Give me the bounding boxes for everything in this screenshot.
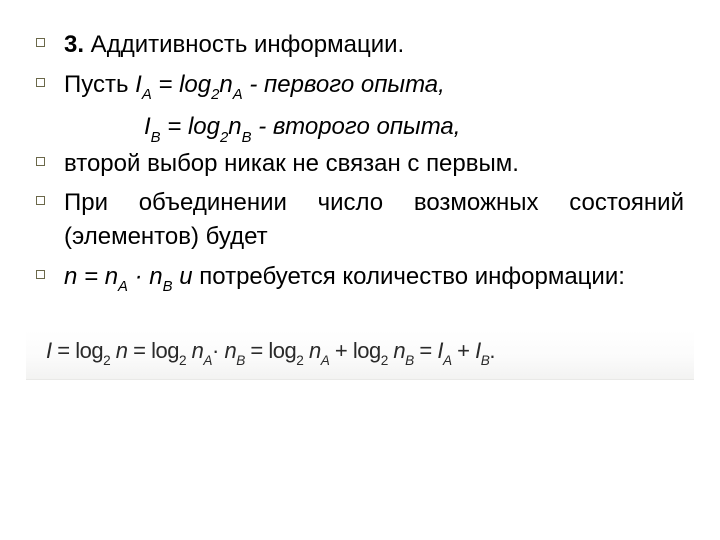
eq-sub2: 2: [103, 353, 110, 368]
eq-log: log: [151, 338, 179, 363]
eq-subA: A: [443, 353, 452, 368]
formula-line-2: IB = log2nB - второго опыта,: [36, 110, 684, 147]
eq-eq: =: [414, 338, 438, 363]
eq-log: log: [353, 338, 381, 363]
bullet-row-4: При объединении число возможных состояни…: [36, 186, 684, 253]
eq-log: log: [75, 338, 103, 363]
heading-line: 3. Аддитивность информации.: [64, 28, 684, 62]
sub-B: B: [151, 130, 161, 146]
var-I: I: [144, 113, 151, 140]
eq-text: = log: [161, 113, 220, 140]
slide: 3. Аддитивность информации. Пусть IA = l…: [0, 0, 720, 540]
text-line-justified: При объединении число возможных состояни…: [64, 186, 684, 253]
var-n: n: [228, 113, 241, 140]
eq-subA: A: [321, 353, 330, 368]
tail: - второго опыта,: [252, 113, 461, 140]
eq-eq: =: [128, 338, 152, 363]
var-I: I: [135, 71, 142, 98]
eq-text: = log: [152, 71, 211, 98]
eq-n: n: [192, 338, 204, 363]
sub-A: A: [118, 279, 128, 295]
bullet-row-5: n = nA · nB и потребуется количество инф…: [36, 260, 684, 297]
heading-text: Аддитивность информации.: [84, 31, 404, 58]
var-n: n: [149, 263, 162, 290]
formula-line-3: n = nA · nB и потребуется количество инф…: [64, 260, 684, 297]
sub-B: B: [163, 279, 173, 295]
eq-plus: +: [452, 338, 476, 363]
square-bullet-icon: [36, 270, 45, 279]
eq-subB: B: [405, 353, 414, 368]
and: и: [173, 263, 200, 290]
eq-subA: A: [203, 353, 212, 368]
eq-n: n: [116, 338, 128, 363]
eq-sub2: 2: [296, 353, 303, 368]
sub-A2: A: [233, 87, 243, 103]
var-n: n: [219, 71, 232, 98]
eq-eq: =: [245, 338, 269, 363]
formula-line-1: Пусть IA = log2nA - первого опыта,: [64, 68, 684, 105]
text-line: второй выбор никак не связан с первым.: [64, 147, 684, 181]
square-bullet-icon: [36, 157, 45, 166]
sub-B2: B: [242, 130, 252, 146]
eq-period: .: [489, 338, 495, 363]
bullet-row-2: Пусть IA = log2nA - первого опыта,: [36, 68, 684, 105]
tail-text: потребуется количество информации:: [199, 263, 625, 290]
bullet-row-3: второй выбор никак не связан с первым.: [36, 147, 684, 181]
equation-image: I = log2 n = log2 nA· nB = log2 nA + log…: [26, 330, 694, 379]
bullet-row-1: 3. Аддитивность информации.: [36, 28, 684, 62]
dot: ·: [128, 263, 149, 290]
text: Пусть: [64, 71, 135, 98]
text: При объединении число возможных состояни…: [64, 189, 684, 250]
sub-A: A: [142, 87, 152, 103]
square-bullet-icon: [36, 78, 45, 87]
item-number: 3.: [64, 31, 84, 58]
eq-n: n: [393, 338, 405, 363]
eq-subB: B: [236, 353, 245, 368]
eq-n: n: [224, 338, 236, 363]
eq-subB: B: [481, 353, 490, 368]
eq-I: I: [475, 338, 481, 363]
text: второй выбор никак не связан с первым.: [64, 150, 519, 177]
eq-eq: =: [52, 338, 76, 363]
eq-dot: ·: [212, 338, 224, 363]
eq-n: n: [309, 338, 321, 363]
square-bullet-icon: [36, 38, 45, 47]
eq-log: log: [268, 338, 296, 363]
eq-plus: +: [329, 338, 353, 363]
sub-2: 2: [220, 130, 228, 146]
square-bullet-icon: [36, 196, 45, 205]
sub-2: 2: [211, 87, 219, 103]
eq-sub2: 2: [179, 353, 186, 368]
eq-sub2: 2: [381, 353, 388, 368]
var-n-eq: n = n: [64, 263, 118, 290]
tail: - первого опыта,: [243, 71, 445, 98]
